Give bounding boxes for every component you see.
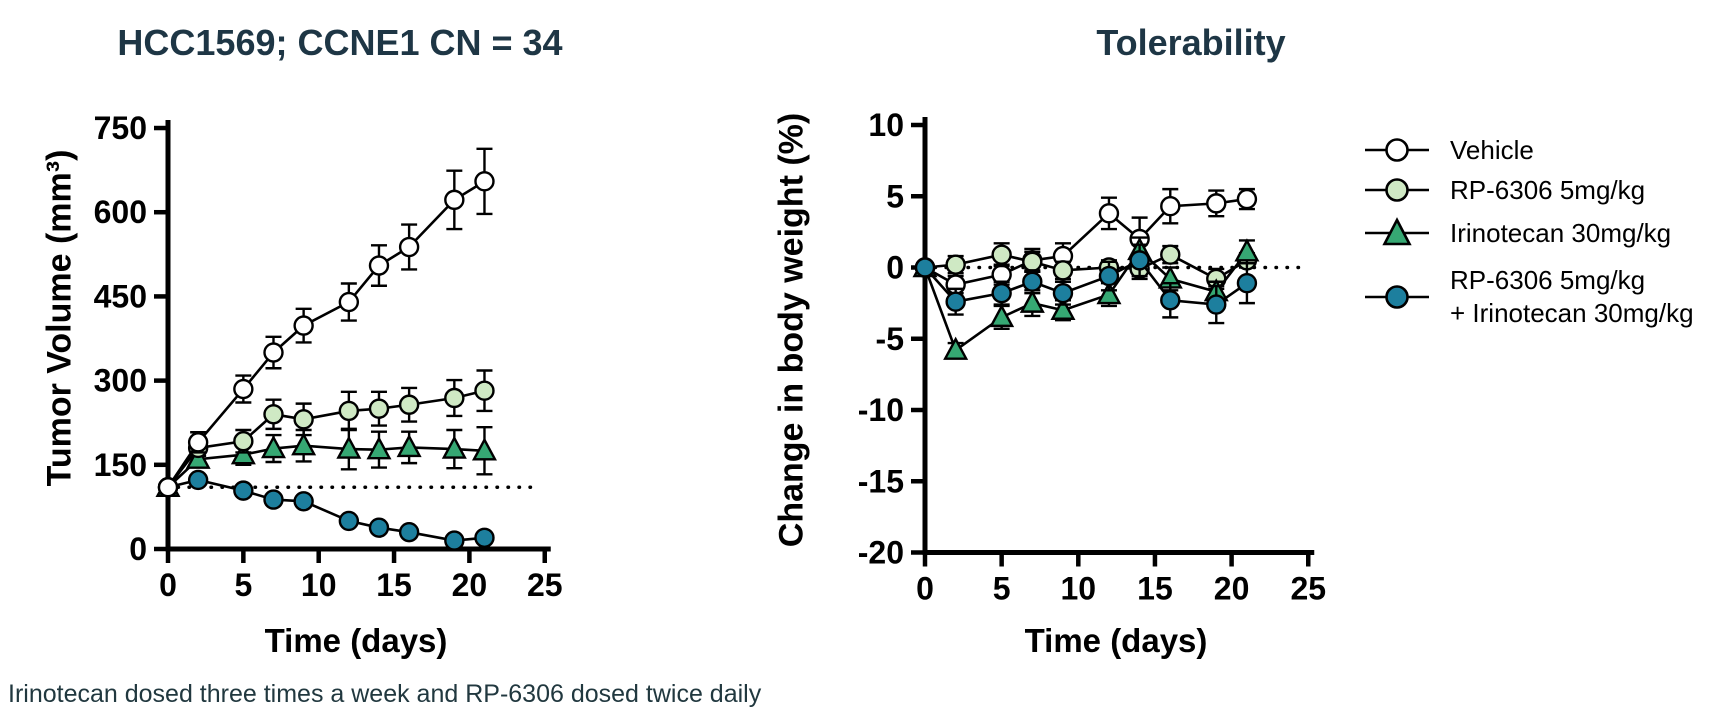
svg-text:15: 15	[1137, 571, 1173, 607]
svg-text:0: 0	[129, 531, 147, 567]
svg-text:0: 0	[886, 250, 904, 286]
svg-text:10: 10	[301, 567, 337, 603]
svg-text:5: 5	[993, 571, 1011, 607]
left-x-axis-label: Time (days)	[264, 622, 448, 659]
svg-text:-20: -20	[858, 535, 904, 571]
svg-text:10: 10	[868, 107, 904, 143]
chart-1: 0 5 10 15 20 25 -20 -15 -10 -5 0 5 10	[858, 107, 1326, 607]
left-chart-title: HCC1569; CCNE1 CN = 34	[117, 22, 563, 63]
svg-text:5: 5	[234, 567, 252, 603]
svg-text:450: 450	[94, 278, 147, 314]
right-x-axis-label: Time (days)	[1024, 622, 1208, 659]
svg-text:0: 0	[916, 571, 934, 607]
svg-text:300: 300	[94, 363, 147, 399]
svg-text:5: 5	[886, 178, 904, 214]
svg-text:10: 10	[1061, 571, 1097, 607]
svg-text:25: 25	[1290, 571, 1326, 607]
svg-text:25: 25	[527, 567, 563, 603]
svg-text:20: 20	[452, 567, 488, 603]
figure-caption: Irinotecan dosed three times a week and …	[8, 680, 762, 708]
svg-text:-15: -15	[858, 463, 904, 499]
svg-text:0: 0	[159, 567, 177, 603]
svg-text:20: 20	[1214, 571, 1250, 607]
svg-text:15: 15	[376, 567, 412, 603]
svg-text:-10: -10	[858, 392, 904, 428]
right-chart-title: Tolerability	[1096, 22, 1286, 63]
svg-text:150: 150	[94, 447, 147, 483]
svg-text:600: 600	[94, 194, 147, 230]
svg-text:-5: -5	[876, 321, 904, 357]
chart-0: 0 5 10 15 20 25 0 150 300 450 600 750	[94, 110, 563, 603]
svg-text:750: 750	[94, 110, 147, 146]
